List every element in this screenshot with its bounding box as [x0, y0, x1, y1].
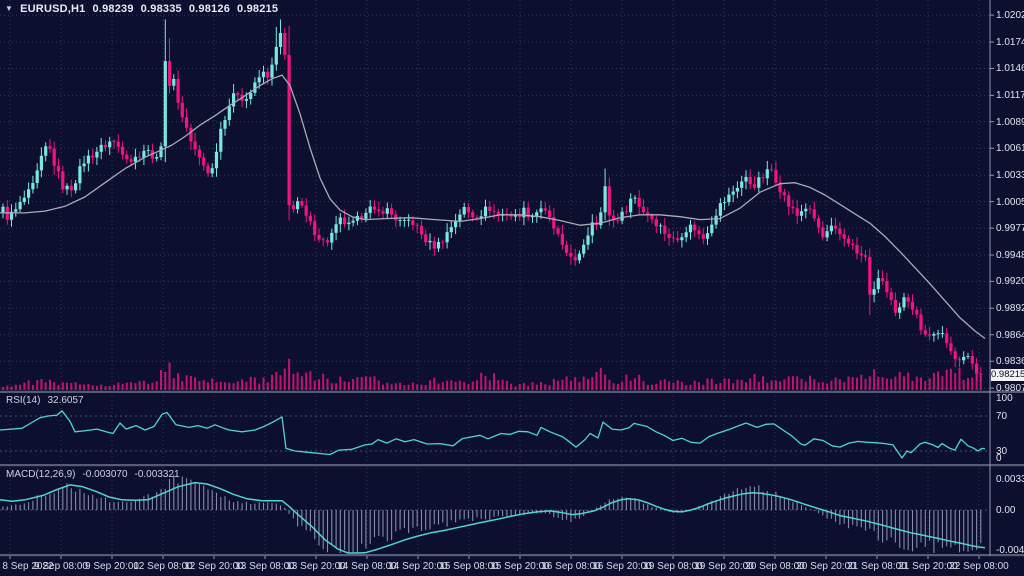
- macd-axis-label: 0.003353: [996, 474, 1024, 485]
- rsi-value: 32.6057: [47, 395, 84, 406]
- time-axis-label: 19 Sep 20:00: [694, 561, 754, 572]
- macd-signal-value: -0.003321: [134, 469, 180, 480]
- price-axis-label: 1.00615: [996, 143, 1024, 154]
- price-axis-label: 1.01460: [996, 63, 1024, 74]
- time-axis-label: 13 Sep 08:00: [235, 561, 295, 572]
- price-axis-label: 0.99205: [996, 276, 1024, 287]
- time-axis-label: 15 Sep 20:00: [490, 561, 550, 572]
- macd-value: -0.003070: [82, 469, 128, 480]
- high-value: 0.98335: [140, 3, 182, 15]
- close-value: 0.98215: [237, 3, 279, 15]
- panel-separator-3: [0, 554, 1024, 557]
- rsi-axis-label: 30: [996, 446, 1008, 457]
- time-axis-label: 21 Sep 08:00: [847, 561, 907, 572]
- volume-bars: [2, 358, 982, 390]
- macd-signal-line: [0, 481, 986, 554]
- time-axis-label: 14 Sep 08:00: [337, 561, 397, 572]
- chevron-down-icon[interactable]: ▼: [5, 4, 14, 13]
- low-value: 0.98126: [188, 3, 231, 15]
- time-axis-label: 21 Sep 20:00: [898, 561, 958, 572]
- price-axis-label: 1.01175: [996, 90, 1024, 101]
- open-value: 0.98239: [92, 3, 134, 15]
- time-axis-label: 16 Sep 08:00: [541, 561, 601, 572]
- macd-name: MACD(12,26,9): [6, 469, 76, 480]
- rsi-indicator-label: RSI(14) 32.6057: [6, 395, 84, 406]
- rsi-name: RSI(14): [6, 395, 41, 406]
- axis-tick-marks: [9, 14, 994, 559]
- rsi-axis-label: 0: [996, 453, 1002, 464]
- current-price-tag: 0.98215: [991, 369, 1024, 381]
- macd-axis-label: -0.004594: [996, 545, 1024, 556]
- time-axis-label: 19 Sep 08:00: [643, 561, 703, 572]
- rsi-axis-label: 70: [996, 411, 1008, 422]
- time-axis-label: 20 Sep 08:00: [745, 561, 805, 572]
- time-axis-label: 15 Sep 08:00: [439, 561, 499, 572]
- symbol-timeframe-label: EURUSD,H1: [20, 3, 86, 15]
- time-axis-label: 8 Sep 2022: [2, 561, 54, 572]
- moving-average-line: [0, 74, 986, 340]
- time-axis-label: 22 Sep 08:00: [949, 561, 1009, 572]
- price-axis-label: 1.00895: [996, 117, 1024, 128]
- bull-candle-wicks: [2, 19, 969, 365]
- macd-axis-label: 0.00: [996, 505, 1016, 516]
- time-axis-label: 14 Sep 20:00: [388, 561, 448, 572]
- time-axis-label: 20 Sep 20:00: [796, 561, 856, 572]
- bear-candle-wicks: [6, 26, 982, 382]
- price-axis-label: 0.99485: [996, 250, 1024, 261]
- time-axis-label: 16 Sep 20:00: [592, 561, 652, 572]
- panel-separator-2[interactable]: [0, 464, 1024, 467]
- macd-indicator-label: MACD(12,26,9) -0.003070 -0.003321: [6, 469, 180, 480]
- bull-candle-bodies: [1, 33, 970, 361]
- time-axis-label: 12 Sep 20:00: [184, 561, 244, 572]
- time-axis-label: 13 Sep 20:00: [286, 561, 346, 572]
- price-axis-label: 1.02025: [996, 10, 1024, 21]
- rsi-line: [0, 410, 986, 459]
- bear-candle-bodies: [5, 33, 983, 376]
- price-axis-label: 0.98075: [996, 383, 1024, 394]
- panel-separator-1[interactable]: [0, 390, 1024, 393]
- rsi-axis-label: 100: [996, 393, 1013, 404]
- time-axis-label: 9 Sep 08:00: [34, 561, 88, 572]
- time-axis-label: 12 Sep 08:00: [133, 561, 193, 572]
- symbol-header: ▼ EURUSD,H1 0.98239 0.98335 0.98126 0.98…: [5, 3, 278, 15]
- price-axis-label: 1.01740: [996, 37, 1024, 48]
- time-axis-label: 9 Sep 20:00: [85, 561, 139, 572]
